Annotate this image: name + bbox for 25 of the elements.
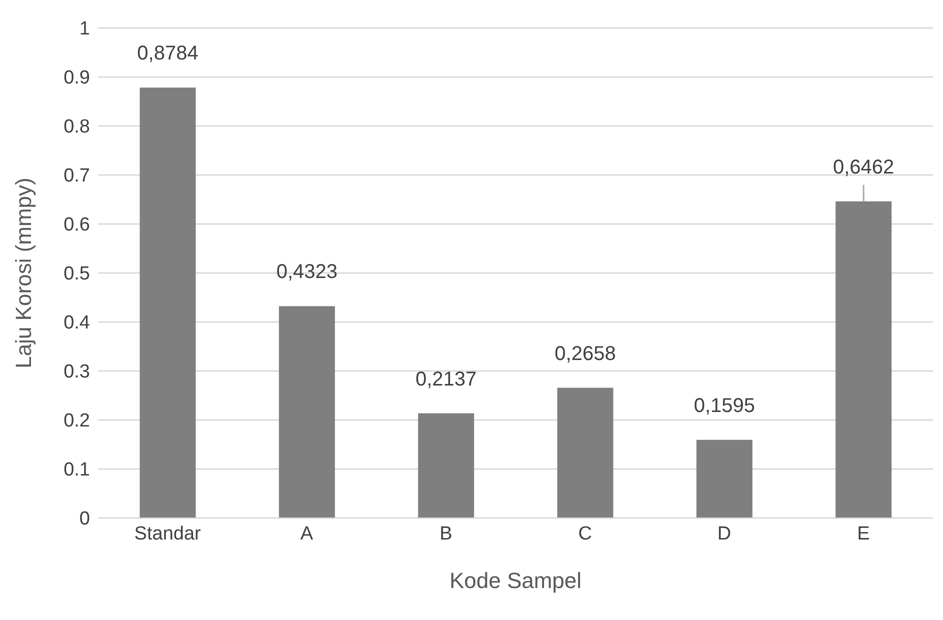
y-tick-label: 1	[79, 18, 90, 40]
y-axis-title: Laju Korosi (mmpy)	[10, 178, 36, 368]
data-label: 0,8784	[137, 42, 198, 65]
x-tick-label: A	[300, 523, 314, 544]
x-tick-label: Standar	[134, 523, 202, 544]
y-tick-label: 0.7	[64, 166, 90, 187]
x-tick-label: E	[857, 523, 870, 544]
y-tick-label: 0.1	[64, 460, 90, 481]
y-tick-label: 0.3	[64, 362, 90, 383]
y-tick-label: 0.6	[64, 214, 90, 236]
y-tick-label: 0.2	[64, 410, 90, 432]
data-label: 0,4323	[276, 261, 338, 284]
x-tick-label: B	[440, 523, 452, 544]
y-tick-label: 0.5	[64, 264, 90, 285]
data-label: 0,6462	[832, 156, 894, 178]
x-axis-title: Kode Sampel	[449, 568, 582, 593]
x-tick-label: D	[717, 523, 732, 544]
data-label: 0,2658	[554, 342, 616, 365]
x-tick-label: C	[578, 523, 592, 544]
data-label: 0,1595	[694, 394, 756, 417]
y-tick-label: 0	[79, 508, 90, 530]
y-tick-label: 0.8	[64, 116, 90, 138]
y-tick-label: 0.9	[64, 68, 90, 89]
data-label: 0,2137	[415, 368, 477, 390]
y-tick-label: 0.4	[64, 312, 90, 334]
